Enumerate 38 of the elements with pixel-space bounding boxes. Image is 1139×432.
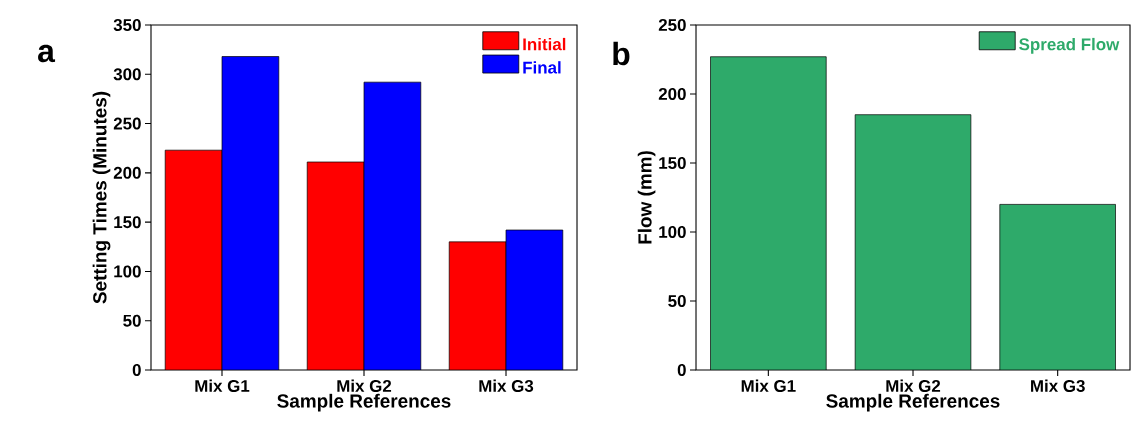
bar <box>448 241 507 370</box>
y-tick-label: 50 <box>123 314 141 327</box>
legend-label: Initial <box>523 37 566 51</box>
x-tick-label: Mix G1 <box>195 379 250 392</box>
x-axis-title: Sample References <box>277 393 451 412</box>
x-tick-label: Mix G1 <box>741 379 796 392</box>
bar <box>307 162 364 370</box>
x-tick-label: Mix G2 <box>886 379 941 392</box>
y-axis-title: Flow (mm) <box>637 151 656 244</box>
x-axis-title: Sample References <box>826 393 1000 412</box>
text: Spread Flow <box>1019 37 1120 54</box>
chart-title: a <box>38 44 56 63</box>
y-tick-label: 300 <box>113 68 141 81</box>
y-tick-label: 200 <box>113 166 141 179</box>
bar <box>222 56 279 370</box>
bar <box>710 56 827 370</box>
y-tick-label: 350 <box>113 18 141 31</box>
y-tick-label: 150 <box>659 157 686 169</box>
bar <box>364 82 421 370</box>
bar <box>999 204 1116 370</box>
bar <box>505 229 564 370</box>
y-tick-label: 50 <box>668 295 686 307</box>
y-tick-label: 250 <box>658 19 686 31</box>
chart-title: b <box>613 41 630 66</box>
y-tick-label: 100 <box>114 265 141 278</box>
y-tick-label: 0 <box>677 364 686 376</box>
x-tick-label: Mix G3 <box>1031 379 1085 392</box>
y-axis-title: Setting Times (Minutes) <box>92 91 111 304</box>
bar <box>855 114 971 370</box>
y-tick-label: 250 <box>113 117 141 130</box>
y-tick-label: 0 <box>132 364 141 376</box>
legend-label: Final <box>523 61 561 74</box>
y-tick-label: 100 <box>659 226 686 238</box>
x-tick-label: Mix G3 <box>479 379 534 392</box>
y-tick-label: 200 <box>658 88 686 100</box>
bar <box>165 150 222 370</box>
y-tick-label: 150 <box>114 216 141 229</box>
x-tick-label: Mix G2 <box>337 379 392 392</box>
